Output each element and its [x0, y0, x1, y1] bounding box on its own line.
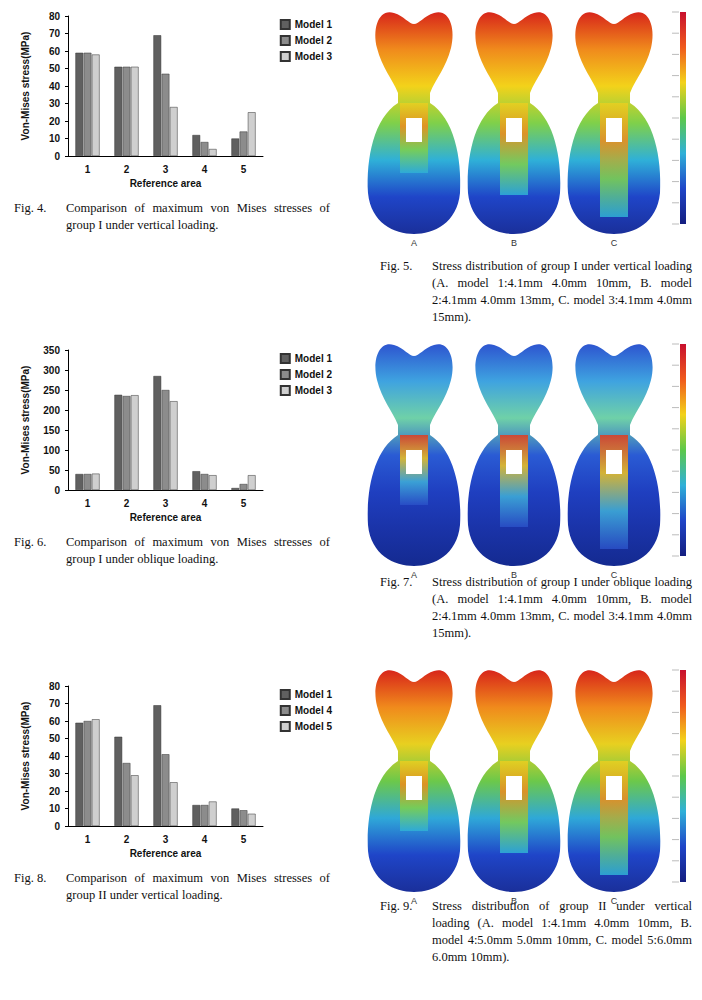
html-text:Comparison of maximum von Mise: Comparison of maximum von Mises stresses…	[66, 535, 330, 566]
svg-text:Model 1: Model 1	[295, 353, 333, 364]
svg-text:30: 30	[49, 768, 61, 779]
html-text:Stress distribution of group I: Stress distribution of group II under ve…	[432, 899, 692, 964]
html-text:Fig. 9.: Fig. 9.	[380, 899, 413, 913]
svg-text:Model 1: Model 1	[295, 689, 333, 700]
svg-text:50: 50	[49, 63, 61, 74]
svg-text:Model 3: Model 3	[295, 385, 333, 396]
svg-text:200: 200	[43, 405, 60, 416]
svg-text:10: 10	[49, 133, 61, 144]
html-text:Fig. 7.: Fig. 7.	[380, 575, 413, 589]
svg-text:80: 80	[49, 11, 61, 22]
svg-text:150: 150	[43, 425, 60, 436]
svg-text:350: 350	[43, 345, 60, 356]
svg-text:A: A	[411, 570, 417, 580]
svg-text:Reference area: Reference area	[130, 512, 202, 523]
svg-text:Von-Mises stress(MPa): Von-Mises stress(MPa)	[20, 366, 31, 475]
svg-text:20: 20	[49, 786, 61, 797]
svg-text:1: 1	[85, 834, 91, 845]
svg-text:B: B	[511, 238, 517, 248]
svg-text:Model 2: Model 2	[295, 369, 333, 380]
svg-text:Model 5: Model 5	[295, 721, 333, 732]
svg-text:Model 3: Model 3	[295, 51, 333, 62]
svg-text:5: 5	[241, 164, 247, 175]
svg-text:3: 3	[163, 498, 169, 509]
html-text:Stress distribution of group I: Stress distribution of group I under obl…	[432, 575, 692, 640]
svg-text:1: 1	[85, 498, 91, 509]
svg-text:2: 2	[124, 498, 130, 509]
svg-text:C: C	[611, 238, 618, 248]
html-text:Comparison of maximum von Mise: Comparison of maximum von Mises stresses…	[66, 201, 330, 232]
svg-text:10: 10	[49, 803, 61, 814]
svg-text:40: 40	[49, 751, 61, 762]
html-text:Fig. 4.: Fig. 4.	[14, 201, 47, 215]
svg-text:A: A	[411, 238, 417, 248]
html-text:Comparison of maximum von Mise: Comparison of maximum von Mises stresses…	[66, 871, 330, 902]
svg-text:250: 250	[43, 385, 60, 396]
svg-text:5: 5	[241, 834, 247, 845]
svg-text:2: 2	[124, 164, 130, 175]
svg-text:Von-Mises stress(MPa): Von-Mises stress(MPa)	[20, 702, 31, 811]
svg-text:Model 1: Model 1	[295, 19, 333, 30]
svg-text:60: 60	[49, 716, 61, 727]
html-text:Stress distribution of group I: Stress distribution of group I under ver…	[432, 259, 692, 324]
html-text:Fig. 5.: Fig. 5.	[380, 259, 413, 273]
svg-text:Model 4: Model 4	[295, 705, 333, 716]
svg-text:2: 2	[124, 834, 130, 845]
svg-text:Reference area: Reference area	[130, 178, 202, 189]
html-text:Fig. 6.: Fig. 6.	[14, 535, 47, 549]
svg-text:1: 1	[85, 164, 91, 175]
svg-text:80: 80	[49, 681, 61, 692]
svg-text:30: 30	[49, 98, 61, 109]
svg-text:0: 0	[54, 485, 60, 496]
svg-text:3: 3	[163, 834, 169, 845]
svg-text:70: 70	[49, 698, 61, 709]
svg-text:50: 50	[49, 465, 61, 476]
svg-text:4: 4	[202, 834, 208, 845]
svg-text:50: 50	[49, 733, 61, 744]
svg-text:Reference area: Reference area	[130, 848, 202, 859]
svg-text:100: 100	[43, 445, 60, 456]
svg-text:70: 70	[49, 28, 61, 39]
svg-text:0: 0	[54, 821, 60, 832]
svg-text:40: 40	[49, 81, 61, 92]
svg-text:60: 60	[49, 46, 61, 57]
svg-text:3: 3	[163, 164, 169, 175]
html-text:Fig. 8.: Fig. 8.	[14, 871, 47, 885]
svg-text:4: 4	[202, 498, 208, 509]
svg-text:Von-Mises stress(MPa): Von-Mises stress(MPa)	[20, 32, 31, 141]
svg-text:A: A	[411, 896, 417, 906]
svg-text:4: 4	[202, 164, 208, 175]
svg-text:20: 20	[49, 116, 61, 127]
svg-text:0: 0	[54, 151, 60, 162]
svg-text:300: 300	[43, 365, 60, 376]
svg-text:5: 5	[241, 498, 247, 509]
svg-text:Model 2: Model 2	[295, 35, 333, 46]
